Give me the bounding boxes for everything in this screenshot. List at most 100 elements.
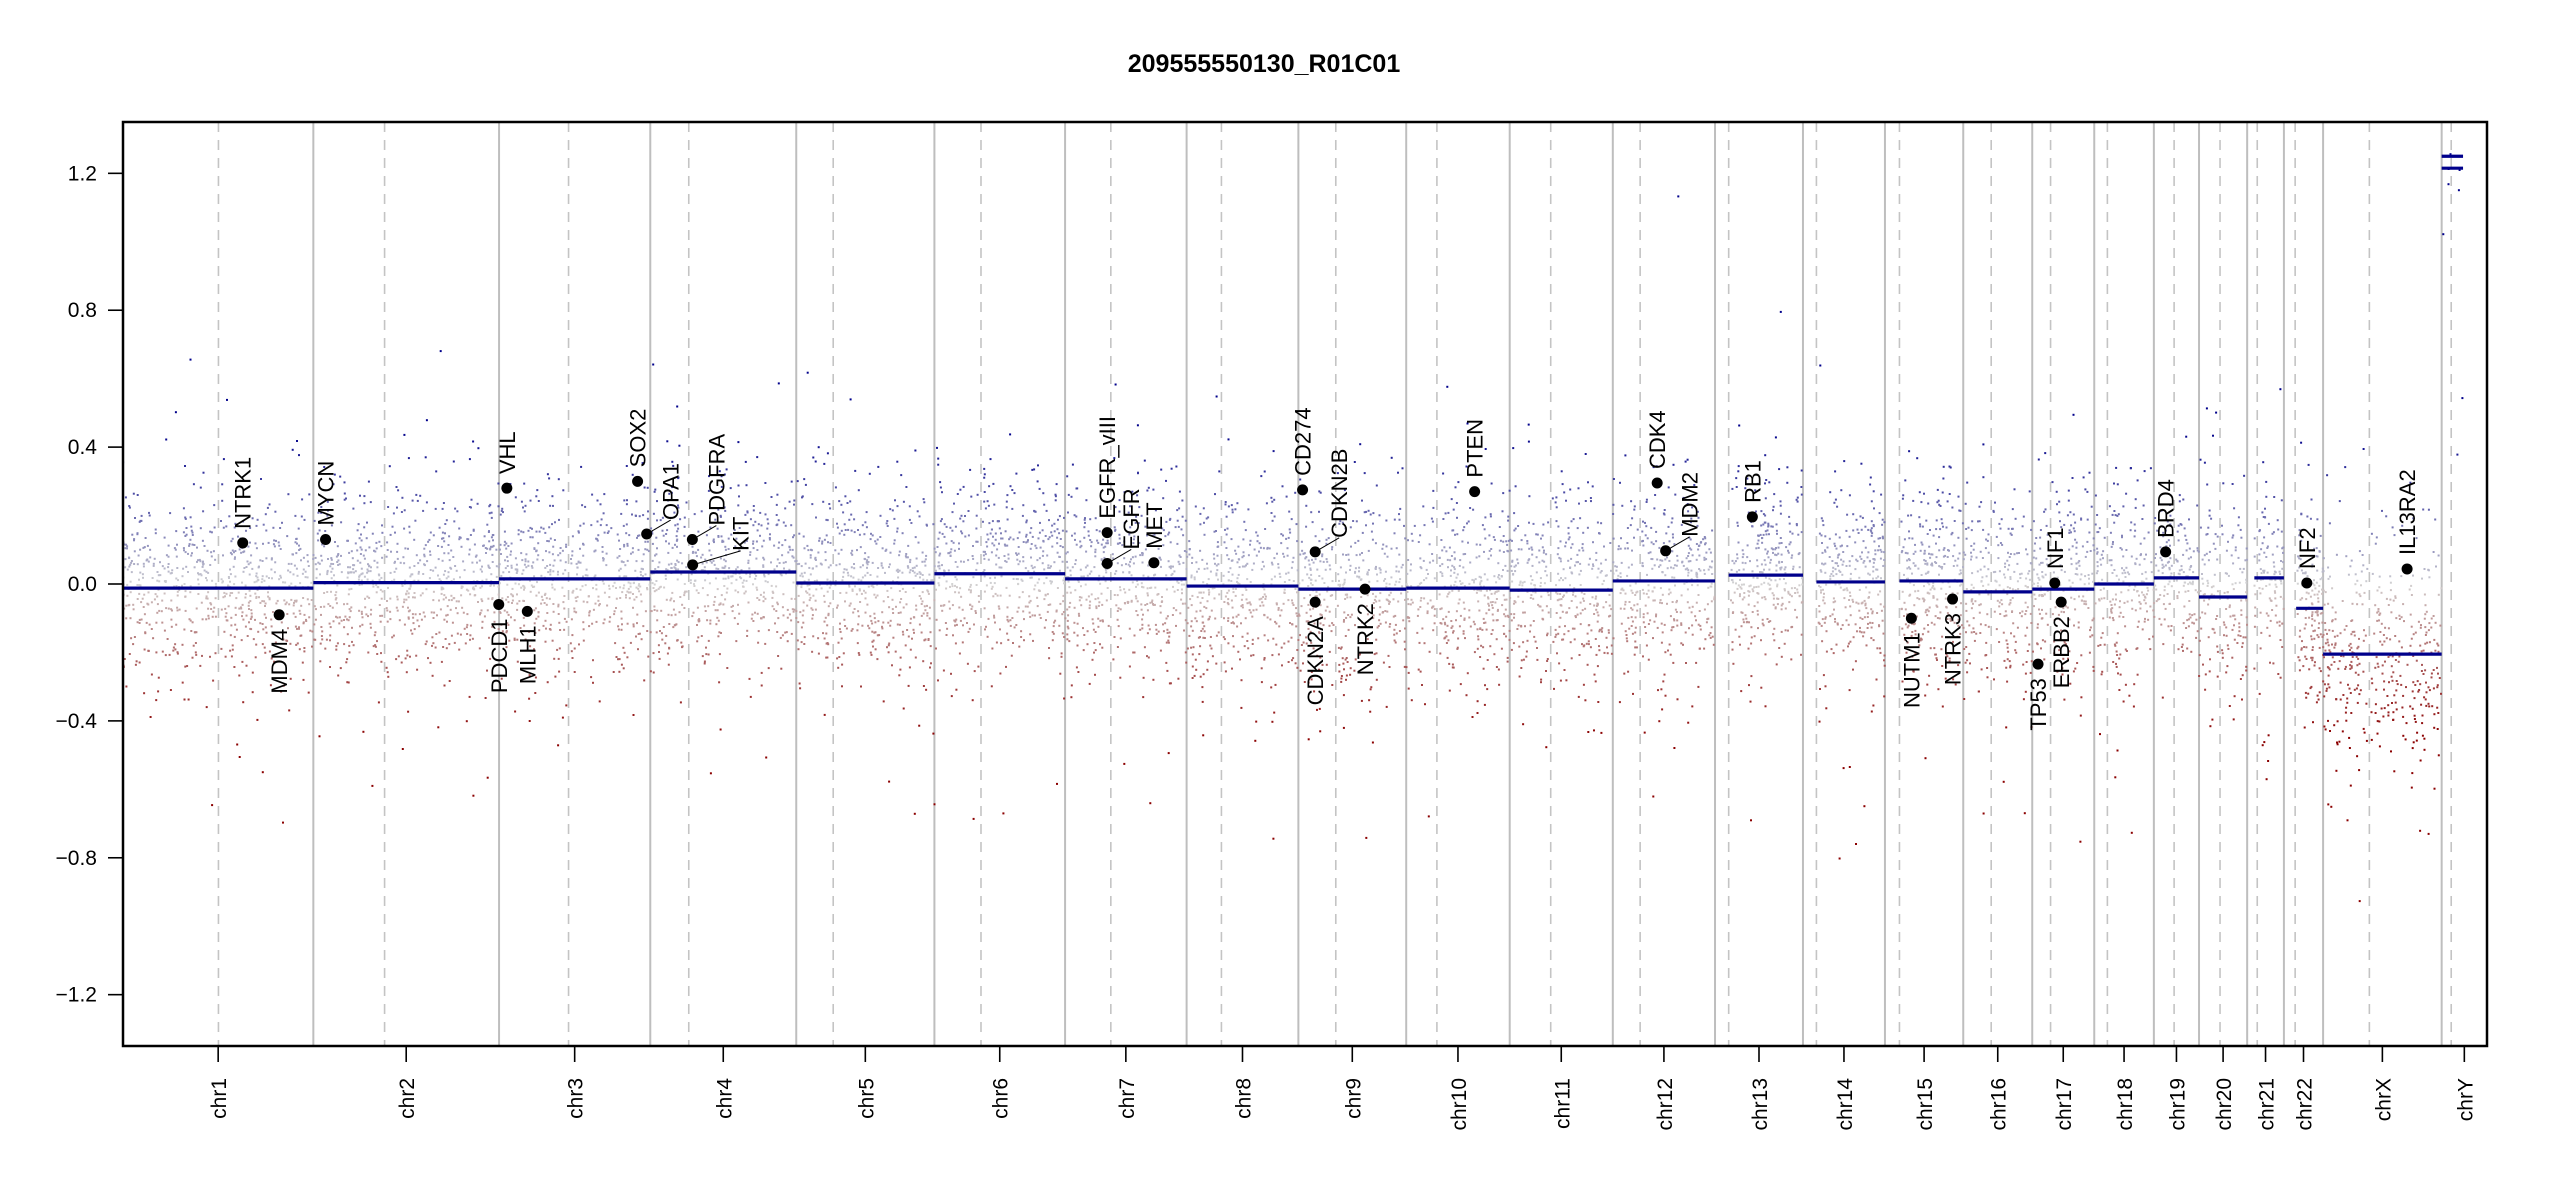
probe-point xyxy=(202,560,204,563)
probe-point xyxy=(576,566,579,569)
probe-point xyxy=(315,608,317,611)
probe-point xyxy=(304,570,307,573)
probe-point xyxy=(1309,630,1312,633)
probe-point xyxy=(254,656,257,659)
probe-point xyxy=(1026,605,1029,608)
probe-point xyxy=(627,581,630,584)
probe-point xyxy=(1135,585,1137,588)
probe-point xyxy=(676,578,679,581)
probe-point xyxy=(864,558,867,561)
probe-point xyxy=(1083,526,1086,529)
probe-point xyxy=(852,611,855,614)
probe-point xyxy=(671,486,674,489)
probe-point xyxy=(387,586,389,589)
probe-point xyxy=(440,660,443,663)
probe-point xyxy=(1326,590,1329,593)
probe-point xyxy=(781,544,784,547)
probe-point xyxy=(1270,686,1273,689)
probe-point xyxy=(770,496,773,498)
probe-point xyxy=(456,510,459,513)
probe-point xyxy=(1227,603,1230,606)
probe-point xyxy=(642,514,645,517)
probe-point xyxy=(719,557,722,560)
probe-point xyxy=(1464,553,1467,555)
probe-point xyxy=(727,548,730,550)
probe-point xyxy=(851,628,854,631)
probe-point xyxy=(506,583,509,586)
probe-point xyxy=(669,599,672,602)
probe-point xyxy=(1280,646,1283,649)
probe-point xyxy=(500,509,503,512)
probe-point xyxy=(1195,610,1198,613)
probe-point xyxy=(231,644,234,647)
probe-point xyxy=(892,580,894,583)
probe-point xyxy=(653,490,656,493)
probe-point xyxy=(375,547,378,550)
probe-point xyxy=(294,625,297,628)
probe-point xyxy=(447,575,450,578)
probe-point xyxy=(272,611,274,613)
probe-point xyxy=(392,634,395,637)
probe-point xyxy=(1070,495,1073,498)
probe-point xyxy=(1458,564,1461,567)
probe-point xyxy=(1432,629,1435,632)
probe-point xyxy=(638,534,641,537)
probe-point xyxy=(290,562,293,565)
probe-point xyxy=(330,557,333,560)
probe-point xyxy=(1048,647,1050,649)
probe-point xyxy=(1031,535,1034,538)
probe-point xyxy=(857,615,860,618)
probe-point xyxy=(282,684,285,687)
probe-point xyxy=(1441,549,1444,552)
probe-point xyxy=(1105,599,1108,602)
probe-point xyxy=(1406,598,1409,601)
probe-point xyxy=(221,581,224,584)
probe-point xyxy=(901,571,904,574)
probe-point xyxy=(367,563,369,566)
probe-point xyxy=(212,679,215,682)
probe-point xyxy=(1493,592,1496,595)
probe-point xyxy=(207,617,210,620)
probe-point xyxy=(405,598,408,601)
probe-point xyxy=(520,552,523,555)
probe-point xyxy=(748,575,751,578)
probe-point xyxy=(545,597,548,600)
probe-point xyxy=(403,433,406,436)
probe-point xyxy=(812,635,815,638)
probe-point xyxy=(1343,578,1346,581)
probe-point xyxy=(794,598,797,600)
probe-point xyxy=(1025,519,1028,522)
probe-point xyxy=(323,605,326,608)
probe-point xyxy=(809,556,812,559)
probe-point xyxy=(181,584,183,587)
probe-point xyxy=(176,652,179,655)
probe-point xyxy=(1232,587,1235,590)
probe-point xyxy=(1598,532,1601,535)
probe-point xyxy=(498,611,501,613)
probe-point xyxy=(562,601,565,604)
probe-point xyxy=(1015,624,1018,626)
probe-point xyxy=(138,618,141,621)
probe-point xyxy=(238,607,241,610)
probe-point xyxy=(1162,497,1165,500)
probe-point xyxy=(782,521,785,524)
probe-point xyxy=(983,569,986,571)
probe-point xyxy=(445,647,448,650)
probe-point xyxy=(549,623,552,626)
probe-point xyxy=(171,609,173,612)
probe-point xyxy=(811,614,814,617)
probe-point xyxy=(983,607,986,610)
probe-point xyxy=(136,584,139,586)
probe-point xyxy=(485,552,487,554)
probe-point xyxy=(881,627,884,630)
probe-point xyxy=(706,594,709,597)
probe-point xyxy=(1009,624,1012,627)
probe-point xyxy=(1342,694,1345,697)
probe-point xyxy=(408,609,411,612)
probe-point xyxy=(1067,493,1070,496)
probe-point xyxy=(1300,644,1303,646)
probe-point xyxy=(403,601,406,604)
probe-point xyxy=(806,371,809,374)
probe-point xyxy=(1492,619,1495,622)
probe-point xyxy=(1310,582,1312,585)
